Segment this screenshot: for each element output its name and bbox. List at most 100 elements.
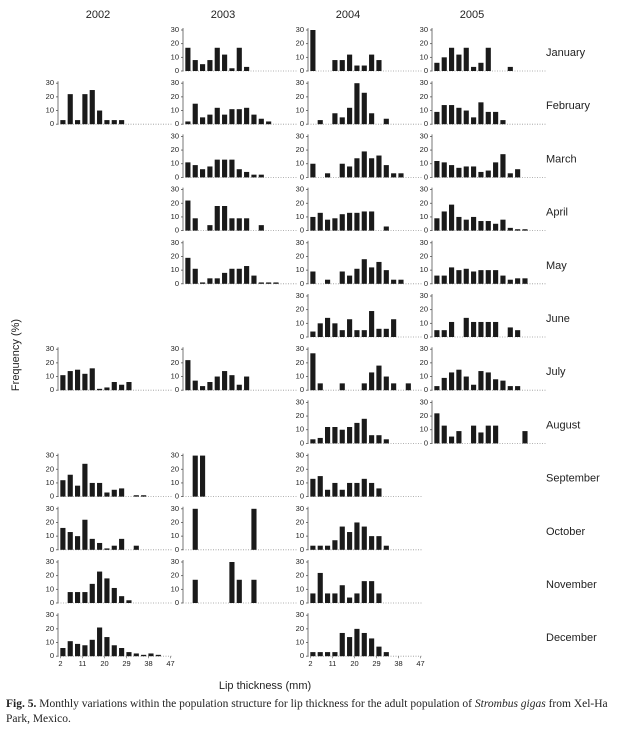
y-tick-label: 30 [171,78,179,87]
y-tick-label: 10 [420,425,428,434]
bar [478,321,484,337]
y-tick-label: 20 [46,624,54,633]
bar [369,311,375,337]
bar [383,118,389,125]
y-tick-label: 30 [420,238,428,247]
bar [185,360,191,391]
bar [383,439,389,444]
y-tick-label: 30 [171,557,179,566]
month-label: August [546,419,580,431]
y-tick-label: 0 [300,119,304,128]
bar [361,383,367,391]
bar [361,330,367,337]
bar [485,270,491,284]
y-tick-label: 30 [420,397,428,406]
y-tick-label: 20 [171,571,179,580]
bar [434,275,440,284]
bar [449,267,455,284]
bar [383,376,389,391]
bar [463,317,469,337]
bar [185,200,191,231]
month-label: July [546,366,566,378]
bar [332,323,338,337]
bar [376,593,382,603]
y-tick-label: 10 [171,531,179,540]
bar [222,206,228,231]
y-tick-label: 30 [420,185,428,194]
bar [104,548,110,550]
y-tick-label: 20 [296,145,304,154]
y-tick-label: 30 [296,25,304,34]
y-tick-label: 20 [46,464,54,473]
y-tick-label: 30 [296,344,304,353]
bar [244,66,250,71]
y-tick-label: 10 [420,318,428,327]
caption-text: Monthly variations within the population… [36,698,475,710]
bar [339,489,345,497]
caption-text: from Xel-Ha Park, Mexico. [6,698,608,725]
bar [354,158,360,178]
bar [391,319,397,337]
y-tick-label: 0 [424,172,428,181]
y-tick-label: 10 [296,531,304,540]
bar [67,474,73,497]
y-tick-label: 0 [300,492,304,501]
bar [383,165,389,178]
bar [244,218,250,231]
bar [507,66,513,71]
bar [258,282,264,284]
bar [207,278,213,284]
bar [369,482,375,497]
bar [471,216,477,231]
bar [361,211,367,231]
bar [339,117,345,125]
y-tick-label: 30 [296,557,304,566]
bar [111,489,117,497]
y-tick-label: 0 [50,492,54,501]
bar [155,654,161,657]
y-tick-label: 10 [46,584,54,593]
bar [119,384,125,391]
month-label: January [546,47,586,59]
month-label: November [546,579,597,591]
bar [82,463,88,497]
x-tick-label: 47 [166,659,174,668]
y-tick-label: 10 [420,159,428,168]
bar [325,545,331,550]
y-tick-label: 0 [424,66,428,75]
bar [339,585,345,603]
bar [200,169,206,178]
bar [361,418,367,444]
y-tick-label: 30 [420,78,428,87]
bar [493,321,499,337]
y-tick-label: 20 [171,517,179,526]
y-tick-label: 0 [175,492,179,501]
bar [236,268,242,284]
bar [449,165,455,178]
bar [317,545,323,550]
bar [369,536,375,550]
y-tick-label: 10 [171,52,179,61]
y-tick-label: 20 [46,92,54,101]
bar [192,268,198,284]
bar [449,47,455,71]
y-tick-label: 30 [46,451,54,460]
bar [119,120,125,125]
bar [185,162,191,178]
bar [141,495,147,497]
bar [485,425,491,444]
bar [111,382,117,391]
y-tick-label: 0 [300,332,304,341]
bar [493,379,499,391]
bar [332,427,338,444]
y-tick-label: 0 [175,226,179,235]
y-tick-label: 20 [420,305,428,314]
bar [126,382,132,391]
y-tick-label: 20 [296,92,304,101]
y-tick-label: 30 [420,344,428,353]
bar [361,478,367,497]
bar [391,383,397,391]
bar [251,579,257,603]
y-tick-label: 10 [46,531,54,540]
month-label: April [546,207,568,219]
